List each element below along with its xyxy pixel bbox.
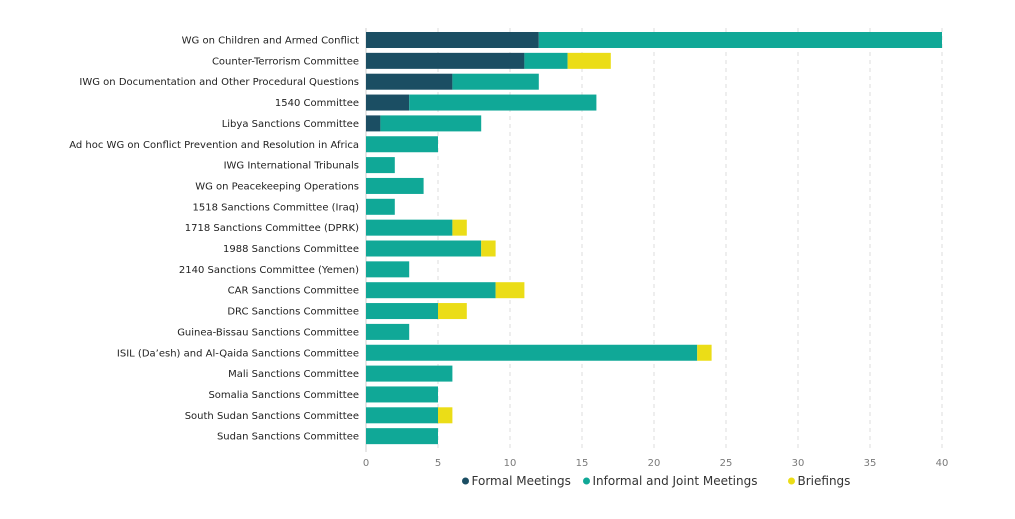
x-tick-label: 35	[864, 458, 877, 469]
bar-segment[interactable]	[366, 282, 496, 299]
category-label: IWG International Tribunals	[224, 161, 359, 172]
bar-segment[interactable]	[366, 32, 539, 48]
category-label: WG on Children and Armed Conflict	[182, 36, 359, 47]
legend-marker	[583, 477, 590, 485]
bar-segment[interactable]	[438, 303, 467, 320]
category-label: 1718 Sanctions Committee (DPRK)	[185, 223, 359, 234]
x-tick-label: 0	[363, 458, 369, 469]
bar-segment[interactable]	[366, 386, 438, 403]
category-label: DRC Sanctions Committee	[227, 307, 359, 318]
category-label: CAR Sanctions Committee	[228, 286, 359, 297]
bar-segment[interactable]	[438, 407, 453, 424]
category-label: Mali Sanctions Committee	[228, 369, 359, 380]
bar-segment[interactable]	[366, 136, 438, 153]
bar-segment[interactable]	[366, 303, 438, 320]
bar-segment[interactable]	[366, 407, 438, 424]
legend-label[interactable]: Briefings	[798, 474, 851, 488]
category-label: South Sudan Sanctions Committee	[185, 411, 359, 422]
x-tick-label: 15	[576, 458, 589, 469]
bar-segment[interactable]	[366, 115, 381, 132]
category-label: 1518 Sanctions Committee (Iraq)	[192, 202, 359, 213]
category-label: IWG on Documentation and Other Procedura…	[79, 77, 359, 88]
x-tick-label: 40	[936, 458, 949, 469]
category-label: WG on Peacekeeping Operations	[195, 181, 359, 192]
legend-label[interactable]: Informal and Joint Meetings	[593, 474, 758, 488]
bar-segment[interactable]	[366, 261, 410, 278]
category-label: Counter-Terrorism Committee	[212, 56, 359, 67]
bar-segment[interactable]	[366, 365, 453, 382]
bar-segment[interactable]	[697, 344, 712, 361]
x-tick-label: 20	[648, 458, 661, 469]
bar-segment[interactable]	[452, 219, 467, 236]
legend-marker	[462, 477, 469, 485]
bar-segment[interactable]	[366, 52, 525, 69]
bar-segment[interactable]	[366, 198, 395, 215]
bar-segment[interactable]	[380, 115, 482, 132]
bar-segment[interactable]	[366, 73, 453, 90]
bar-segment[interactable]	[538, 32, 942, 48]
category-labels: WG on Children and Armed Conflict Counter…	[69, 36, 359, 443]
category-label: ISIL (Da’esh) and Al-Qaida Sanctions Com…	[117, 348, 359, 359]
bar-segment[interactable]	[495, 282, 525, 299]
bar-segment[interactable]	[366, 219, 453, 236]
bar-segment[interactable]	[366, 428, 438, 445]
bars	[366, 32, 942, 445]
bar-segment[interactable]	[481, 240, 496, 257]
category-label: Ad hoc WG on Conflict Prevention and Res…	[69, 140, 359, 151]
bar-segment[interactable]	[366, 94, 410, 111]
legend-label[interactable]: Formal Meetings	[472, 474, 571, 488]
category-label: Somalia Sanctions Committee	[208, 390, 359, 401]
bar-segment[interactable]	[524, 52, 568, 69]
bar-segment[interactable]	[366, 240, 482, 257]
bar-segment[interactable]	[567, 52, 611, 69]
grid-lines	[365, 28, 943, 452]
category-label: Guinea-Bissau Sanctions Committee	[177, 327, 359, 338]
legend-marker	[788, 477, 795, 485]
bar-segment[interactable]	[366, 323, 410, 340]
category-label: 1540 Committee	[275, 98, 359, 109]
bar-segment[interactable]	[452, 73, 539, 90]
x-tick-label: 30	[792, 458, 805, 469]
bar-segment[interactable]	[409, 94, 597, 111]
category-label: Libya Sanctions Committee	[222, 119, 359, 130]
x-tick-label: 5	[435, 458, 441, 469]
legend[interactable]: Formal Meetings Informal and Joint Meetin…	[462, 474, 850, 488]
x-tick-label: 10	[504, 458, 517, 469]
x-axis-ticks: 0 5 10 15 20 25 30 35 40	[363, 458, 949, 469]
bar-segment[interactable]	[366, 157, 395, 174]
bar-segment[interactable]	[366, 177, 424, 194]
category-label: 2140 Sanctions Committee (Yemen)	[179, 265, 359, 276]
category-label: 1988 Sanctions Committee	[223, 244, 359, 255]
category-label: Sudan Sanctions Committee	[217, 432, 359, 443]
x-tick-label: 25	[720, 458, 733, 469]
bar-segment[interactable]	[366, 344, 698, 361]
